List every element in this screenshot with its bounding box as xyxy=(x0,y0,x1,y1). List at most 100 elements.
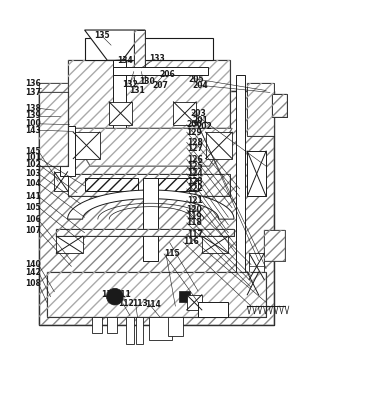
Text: 108: 108 xyxy=(25,279,41,288)
Text: 141: 141 xyxy=(25,192,41,201)
Bar xyxy=(126,317,134,344)
Bar xyxy=(145,177,198,191)
Text: 127: 127 xyxy=(187,144,203,153)
Text: 113: 113 xyxy=(132,299,147,308)
Text: 128: 128 xyxy=(187,138,203,147)
Text: 102: 102 xyxy=(25,160,41,169)
Text: 142: 142 xyxy=(25,268,41,277)
Circle shape xyxy=(107,288,123,305)
Bar xyxy=(85,38,213,60)
Bar xyxy=(39,91,274,325)
Bar xyxy=(136,317,143,344)
Text: 120: 120 xyxy=(186,205,202,214)
Text: 118: 118 xyxy=(186,218,202,227)
Bar xyxy=(272,94,287,117)
Bar xyxy=(85,177,138,191)
Bar xyxy=(134,30,145,83)
Bar xyxy=(39,91,274,325)
Bar xyxy=(67,60,230,129)
Text: 116: 116 xyxy=(183,237,199,246)
Bar xyxy=(134,30,145,83)
Text: 203: 203 xyxy=(190,109,206,118)
Bar xyxy=(56,229,234,236)
Bar xyxy=(236,75,245,287)
Bar xyxy=(249,266,264,276)
Text: 126: 126 xyxy=(187,155,202,164)
Text: 145: 145 xyxy=(25,146,40,155)
Bar xyxy=(247,83,274,136)
Text: 204: 204 xyxy=(192,81,208,90)
Bar xyxy=(249,253,264,279)
Bar xyxy=(113,67,208,75)
Text: 125: 125 xyxy=(187,162,202,171)
Text: 143: 143 xyxy=(25,126,41,135)
Bar xyxy=(187,295,202,310)
Text: 123: 123 xyxy=(187,177,202,186)
Text: 119: 119 xyxy=(186,212,202,221)
Text: 137: 137 xyxy=(25,88,41,97)
Bar xyxy=(56,236,83,253)
Text: 135: 135 xyxy=(94,31,110,40)
Text: 112: 112 xyxy=(118,299,134,308)
Text: 124: 124 xyxy=(187,169,202,178)
Bar xyxy=(247,272,259,295)
Bar xyxy=(39,83,67,93)
Text: 106: 106 xyxy=(25,215,41,224)
Bar xyxy=(168,317,183,336)
Bar xyxy=(92,317,102,333)
Bar xyxy=(39,91,67,166)
Text: 122: 122 xyxy=(187,184,202,193)
Polygon shape xyxy=(85,30,145,60)
Text: 111: 111 xyxy=(115,290,131,299)
Text: 107: 107 xyxy=(25,226,41,235)
Bar xyxy=(56,229,234,236)
Text: 139: 139 xyxy=(25,111,41,120)
Bar xyxy=(179,291,190,302)
Polygon shape xyxy=(67,190,234,219)
Text: 114: 114 xyxy=(145,300,161,309)
Text: 138: 138 xyxy=(25,104,41,113)
Bar xyxy=(143,177,158,261)
Text: 110: 110 xyxy=(102,290,117,299)
Text: 136: 136 xyxy=(25,79,41,88)
Text: 121: 121 xyxy=(187,196,202,205)
Bar xyxy=(113,60,126,129)
Bar xyxy=(47,272,266,317)
Text: 101: 101 xyxy=(25,153,41,162)
Text: 100: 100 xyxy=(25,119,41,129)
Bar xyxy=(272,94,287,117)
Bar xyxy=(206,132,232,159)
Text: 132: 132 xyxy=(122,80,138,89)
Text: 115: 115 xyxy=(164,248,180,258)
Text: 117: 117 xyxy=(187,230,203,239)
Bar xyxy=(54,172,67,191)
Bar xyxy=(60,126,75,175)
Bar xyxy=(67,60,230,129)
Bar xyxy=(149,317,171,340)
Bar xyxy=(264,231,285,261)
Text: 205: 205 xyxy=(189,75,204,84)
Bar xyxy=(109,102,132,124)
Bar xyxy=(202,236,228,253)
Text: 103: 103 xyxy=(25,169,41,178)
Text: 140: 140 xyxy=(25,260,41,269)
Text: 201: 201 xyxy=(192,116,208,125)
Bar xyxy=(247,151,266,196)
Bar xyxy=(247,83,274,136)
Bar xyxy=(173,102,196,124)
Text: 104: 104 xyxy=(25,179,41,188)
Bar xyxy=(198,302,228,317)
Text: 207: 207 xyxy=(153,82,168,91)
Text: 134: 134 xyxy=(117,56,133,65)
Text: 130: 130 xyxy=(139,77,155,86)
Bar xyxy=(67,174,230,196)
Polygon shape xyxy=(67,129,232,166)
Text: 105: 105 xyxy=(25,202,40,211)
Bar xyxy=(39,83,67,93)
Bar xyxy=(73,132,100,159)
Bar xyxy=(107,317,117,333)
Text: 129: 129 xyxy=(186,128,202,137)
Text: 202: 202 xyxy=(196,122,212,131)
Text: 131: 131 xyxy=(129,86,145,95)
Text: 200: 200 xyxy=(186,120,202,129)
